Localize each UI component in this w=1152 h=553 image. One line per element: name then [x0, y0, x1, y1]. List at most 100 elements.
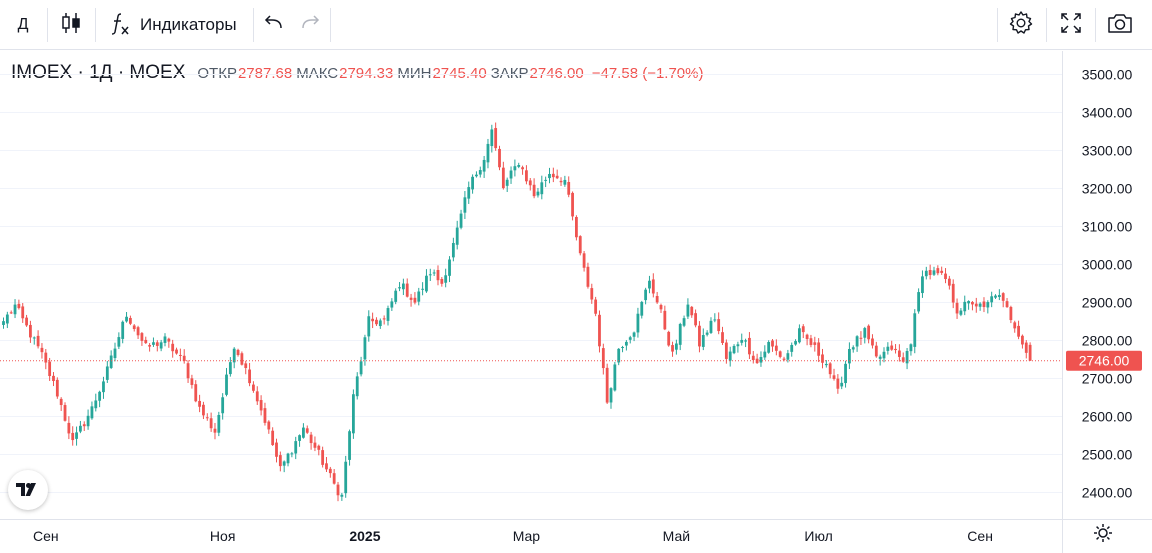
candle [186, 360, 190, 383]
candle [432, 269, 436, 277]
candle-body [75, 432, 78, 439]
chart-legend: IMOEX · 1Д · MOEX ОТКР 2787.68 МАКС 2794.3… [11, 60, 703, 86]
candle [475, 171, 478, 178]
indicators-button[interactable]: Индикаторы [96, 0, 252, 50]
candle-body [155, 342, 159, 346]
redo-button[interactable] [292, 0, 330, 50]
candle [351, 389, 355, 439]
candle-body [824, 363, 828, 366]
candle [52, 372, 55, 387]
candle [694, 309, 697, 328]
candle [13, 299, 17, 319]
settings-button[interactable] [998, 0, 1044, 50]
candle-body [701, 335, 705, 347]
candle [705, 330, 709, 337]
candle [947, 275, 951, 290]
undo-button[interactable] [254, 0, 292, 50]
candle [844, 360, 847, 388]
candle [986, 300, 990, 314]
candle-body [744, 340, 747, 342]
candle [240, 351, 244, 366]
candle [117, 332, 121, 350]
candle-body [544, 179, 548, 181]
candle-body [1021, 335, 1024, 345]
candle-body [394, 290, 398, 302]
candle [559, 177, 563, 186]
candle [255, 386, 259, 405]
candle [744, 338, 747, 348]
candle-body [674, 343, 678, 350]
candle [486, 138, 490, 169]
price-chart[interactable]: 3500.00 3400.00 3300.00 3200.00 3100.00 3000.… [0, 51, 1152, 553]
candle [1028, 342, 1032, 361]
price-tick-label: 3100.00 [1082, 219, 1133, 235]
candle [817, 338, 821, 363]
candle [748, 332, 751, 360]
candle [932, 266, 936, 276]
candle [894, 344, 897, 354]
candle [348, 429, 351, 466]
candle [636, 307, 640, 338]
candle-body [148, 345, 152, 347]
candle-body [36, 335, 40, 347]
candle-body [398, 287, 401, 289]
candle-body [401, 283, 405, 290]
candle [252, 381, 255, 393]
candle-body [225, 374, 228, 395]
candle-body [790, 344, 794, 352]
redo-icon [300, 13, 322, 38]
candle-body [132, 325, 136, 330]
candle [113, 342, 117, 362]
candle-body [559, 180, 563, 183]
low-label: МИН [397, 64, 432, 82]
candle [655, 291, 659, 304]
candle-body [144, 339, 148, 344]
candle [144, 336, 148, 344]
candle [125, 311, 128, 323]
candle [5, 311, 9, 329]
candle [848, 342, 851, 370]
candle [363, 334, 367, 366]
candle-body [163, 336, 167, 343]
candle-body [494, 128, 498, 149]
candle-body [1013, 322, 1017, 329]
candle-body [90, 406, 94, 419]
candle [836, 374, 840, 394]
time-axis-settings-button[interactable] [1092, 523, 1114, 547]
price-tick-label: 3500.00 [1082, 67, 1133, 83]
candle [721, 326, 724, 346]
price-tick-label: 2400.00 [1082, 485, 1133, 501]
candle-body [632, 332, 636, 337]
snapshot-button[interactable] [1097, 0, 1143, 50]
candle-body [428, 274, 432, 276]
candle [717, 312, 721, 335]
candle-body [259, 400, 263, 411]
candle [478, 166, 482, 178]
chart-type-button[interactable] [48, 0, 94, 50]
candle [709, 317, 713, 334]
candle [325, 457, 328, 473]
candle-body [421, 288, 425, 290]
symbol-title[interactable]: IMOEX · 1Д · MOEX [11, 62, 186, 83]
candle [759, 351, 763, 367]
candle-body [190, 378, 194, 385]
candle [1005, 297, 1009, 308]
candle [940, 266, 944, 275]
candle [963, 295, 967, 316]
candle-body [340, 494, 344, 497]
candle [128, 315, 132, 326]
candle [590, 283, 594, 304]
candle-body [432, 272, 436, 274]
fullscreen-button[interactable] [1048, 0, 1094, 50]
candle-body [17, 303, 21, 309]
candle-body [40, 347, 44, 353]
candle-body [313, 442, 317, 448]
candle-body [29, 324, 32, 338]
candle [909, 343, 913, 356]
candle-body [698, 325, 701, 347]
candle-body [951, 283, 955, 303]
tradingview-logo[interactable] [8, 470, 48, 510]
top-toolbar: Д Индикаторы [0, 0, 1152, 50]
interval-button[interactable]: Д [0, 0, 46, 50]
candle-body [582, 253, 586, 268]
